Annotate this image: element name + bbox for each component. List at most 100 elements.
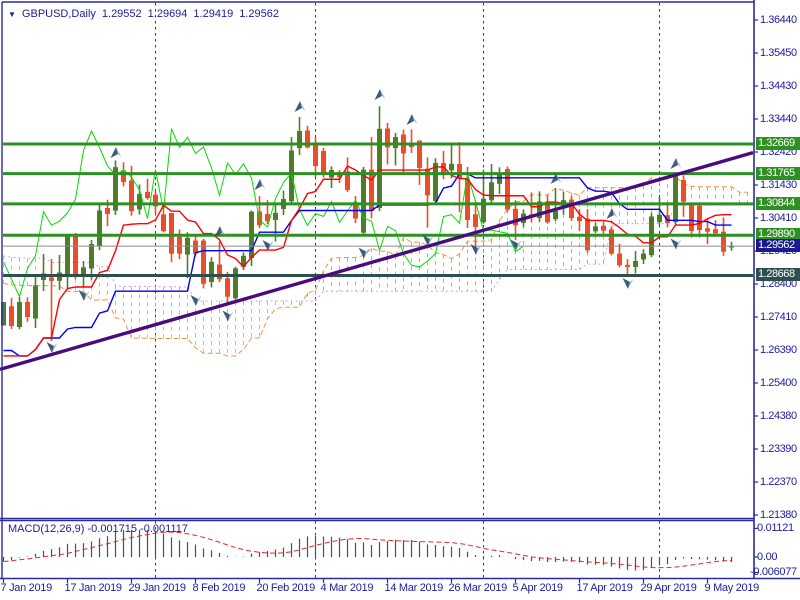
- level-price-label: 1.30844: [756, 196, 800, 210]
- macd-tick-label: -0.006077: [750, 566, 797, 579]
- senkou-span-a: [3, 175, 748, 357]
- candle-body: [345, 171, 350, 190]
- candle-body: [465, 179, 470, 221]
- candle-body: [65, 236, 70, 276]
- level-price-label: 1.28668: [756, 268, 800, 282]
- candle-body: [505, 168, 510, 210]
- date-tick-label: 17 Apr 2019: [576, 582, 633, 594]
- date-tick-label: 29 Apr 2019: [640, 582, 697, 594]
- date-tick-label: 4 Mar 2019: [320, 582, 374, 594]
- fractal-up-arrow: [406, 113, 414, 125]
- price-tick-label: 1.23390: [760, 443, 797, 455]
- macd-tick-label: 0.00: [757, 551, 778, 563]
- level-price-label: 1.29890: [756, 228, 800, 242]
- candle-body: [369, 169, 374, 212]
- fractal-down-arrow: [622, 278, 630, 290]
- candle-body: [313, 144, 318, 167]
- chart-title: ▼ GBPUSD,Daily 1.29552 1.29694 1.29419 1…: [8, 8, 279, 20]
- current-price-label: 1.29562: [756, 239, 800, 253]
- fractal-up-arrow-wing: [260, 179, 266, 190]
- price-tick-label: 1.36440: [760, 14, 797, 26]
- candle-body: [113, 167, 118, 211]
- candle-body: [225, 278, 230, 297]
- candle-body: [713, 229, 718, 234]
- candle-body: [569, 199, 574, 219]
- fractal-up-arrow-wing: [220, 226, 226, 237]
- price-tick-label: 1.35450: [760, 47, 797, 59]
- ohlc-low: 1.29419: [193, 8, 234, 20]
- candle-body: [689, 205, 694, 231]
- fractal-down-arrow: [46, 342, 54, 354]
- candle-body: [129, 180, 134, 212]
- candle-body: [681, 180, 686, 202]
- fractal-down-arrow-wing: [84, 291, 90, 302]
- fractal-up-arrow: [374, 89, 382, 101]
- senkou-span-b: [3, 204, 748, 302]
- date-tick-label: 7 Jan 2019: [0, 582, 53, 594]
- date-tick-label: 26 Mar 2019: [448, 582, 508, 594]
- candle-body: [169, 213, 174, 254]
- candle-body: [49, 277, 54, 281]
- candle-body: [201, 240, 206, 284]
- date-tick-label: 8 Feb 2019: [192, 582, 246, 594]
- price-tick-label: 1.22370: [760, 476, 797, 488]
- candle-body: [385, 128, 390, 148]
- candle-body: [273, 212, 278, 220]
- candle-body: [353, 204, 358, 219]
- symbol-menu-triangle-icon[interactable]: ▼: [8, 9, 16, 19]
- fractal-down-arrow: [670, 238, 678, 250]
- candle-body: [673, 174, 678, 223]
- candle-body: [577, 216, 582, 222]
- level-price-label: 1.32669: [756, 136, 800, 150]
- candle-body: [457, 163, 462, 179]
- candle-body: [721, 231, 726, 252]
- fractal-up-arrow: [606, 207, 614, 219]
- candle-body: [305, 130, 310, 148]
- candle-body: [481, 198, 486, 223]
- candle-body: [121, 170, 126, 183]
- candle-body: [105, 208, 110, 214]
- fractal-down-arrow: [78, 290, 86, 302]
- fractal-down-arrow: [470, 243, 478, 255]
- price-tick-label: 1.25400: [760, 377, 797, 389]
- fractal-up-arrow-wing: [612, 207, 618, 218]
- price-tick-label: 1.33440: [760, 113, 797, 125]
- candle-body: [641, 253, 646, 260]
- candle-body: [9, 306, 14, 327]
- fractal-up-arrow: [294, 101, 302, 113]
- date-tick-label: 9 May 2019: [704, 582, 760, 594]
- candle-body: [729, 246, 734, 248]
- candle-body: [209, 261, 214, 282]
- fractal-down-arrow-wing: [268, 240, 274, 251]
- candle-body: [417, 140, 422, 168]
- date-tick-label: 14 Mar 2019: [384, 582, 444, 594]
- candle-body: [633, 260, 638, 267]
- candle-body: [193, 240, 198, 254]
- macd-indicator-label: MACD(12,26,9) -0.001715 -0.001117: [8, 523, 188, 535]
- candle-body: [609, 229, 614, 254]
- candle-body: [513, 208, 518, 226]
- candle-body: [657, 214, 662, 223]
- price-tick-label: 1.24380: [760, 410, 797, 422]
- candle-body: [537, 201, 542, 219]
- candle-body: [625, 264, 630, 267]
- candle-body: [153, 194, 158, 207]
- date-tick-label: 20 Feb 2019: [256, 582, 316, 594]
- candle-body: [593, 226, 598, 232]
- candle-body: [217, 264, 222, 280]
- fractal-up-arrow: [550, 172, 558, 184]
- candle-body: [33, 285, 38, 319]
- fractal-down-arrow-wing: [228, 311, 234, 322]
- price-tick-label: 1.26390: [760, 344, 797, 356]
- candle-body: [265, 214, 270, 222]
- fractal-down-arrow-wing: [364, 248, 370, 259]
- candle-body: [25, 302, 30, 318]
- macd-tick-label: 0.01121: [757, 522, 794, 535]
- date-tick-label: 29 Jan 2019: [128, 582, 187, 594]
- chikou-span: [3, 128, 524, 299]
- candle-body: [89, 244, 94, 269]
- candle-body: [97, 210, 102, 247]
- candle-body: [697, 205, 702, 230]
- candle-body: [441, 163, 446, 175]
